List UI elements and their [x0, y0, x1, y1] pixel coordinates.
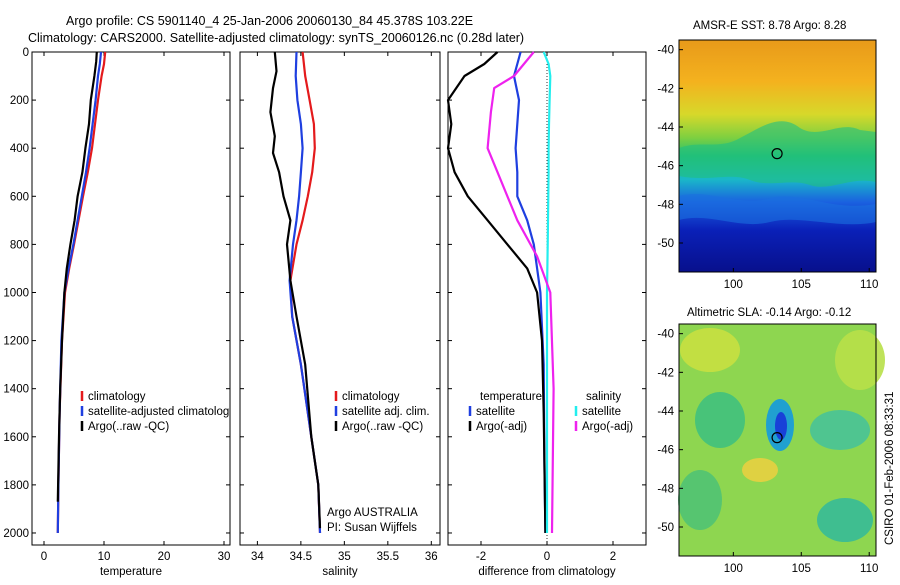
- sla-map-ticks: 100 105 110 -40 -42 -44 -46 -48 -50: [657, 329, 878, 575]
- plot-frame: [239, 51, 441, 546]
- y-tick-label: 2000: [3, 528, 29, 540]
- map-x-tick-label: 100: [724, 563, 743, 575]
- x-tick-label: 35.5: [377, 551, 399, 563]
- series-line: [56, 51, 98, 502]
- legend-label: satellite: [476, 406, 515, 418]
- map-y-tick-label: -46: [657, 445, 674, 457]
- x-tick-label: 0: [544, 551, 550, 563]
- map-x-tick-label: 110: [860, 563, 878, 575]
- sla-blob: [678, 470, 722, 530]
- map-y-tick-label: -48: [657, 199, 674, 211]
- sla-map-panel: Altimetric SLA: -0.14 Argo: -0.12 100 105…: [657, 307, 885, 575]
- series-line: [486, 51, 555, 534]
- series-line: [542, 51, 552, 533]
- legend-label: Argo(-adj): [582, 421, 633, 433]
- sla-blob: [695, 392, 745, 448]
- legend-label: Argo(..raw -QC): [88, 421, 169, 433]
- y-tick-label: 1000: [3, 287, 29, 299]
- map-x-tick-label: 105: [792, 563, 811, 575]
- legend-label: Argo(..raw -QC): [342, 421, 423, 433]
- x-tick-label: 34: [251, 551, 264, 563]
- argo-credit-line1: Argo AUSTRALIA: [327, 507, 418, 519]
- map-y-tick-label: -42: [657, 83, 674, 95]
- figure-title-line2: Climatology: CARS2000. Satellite-adjuste…: [28, 31, 524, 45]
- sla-map-title: Altimetric SLA: -0.14 Argo: -0.12: [687, 307, 851, 319]
- map-x-tick-label: 110: [860, 279, 878, 291]
- sla-blob: [835, 330, 885, 390]
- legend-label: satellite-adjusted climatolog: [88, 406, 229, 418]
- plot-frame: [31, 51, 231, 546]
- y-tick-label: 1400: [3, 384, 29, 396]
- sla-blob: [775, 412, 787, 440]
- map-y-tick-label: -46: [657, 161, 674, 173]
- y-tick-label: 600: [10, 191, 29, 203]
- sla-argo-marker: [771, 432, 783, 444]
- sla-blob: [742, 458, 778, 482]
- x-tick-label: 2: [610, 551, 616, 563]
- series-line: [446, 51, 547, 534]
- map-x-tick-label: 105: [792, 279, 811, 291]
- x-tick-label: 30: [218, 551, 231, 563]
- figure-title-line1: Argo profile: CS 5901140_4 25-Jan-2006 2…: [66, 14, 473, 28]
- legend-label: climatology: [88, 391, 146, 403]
- sst-map-title: AMSR-E SST: 8.78 Argo: 8.28: [693, 20, 846, 32]
- salinity-panel: 34 34.5 35 35.5 36 salinity climatology satelli…: [239, 51, 441, 578]
- legend-label: satellite adj. clim.: [342, 406, 430, 418]
- legend-label: temperature: [480, 391, 542, 403]
- sla-blob: [680, 328, 740, 372]
- sst-front-band: [679, 121, 876, 187]
- argo-credit: Argo AUSTRALIA PI: Susan Wijffels: [327, 507, 418, 534]
- x-tick-label: 10: [98, 551, 111, 563]
- y-tick-label: 800: [10, 239, 29, 251]
- y-tick-label: 1600: [3, 432, 29, 444]
- map-y-tick-label: -48: [657, 483, 674, 495]
- temperature-panel: 0 10 20 30 0 200 400 600 800 1000 1200 1400 1600 1800…: [3, 47, 231, 578]
- x-tick-label: 35: [338, 551, 351, 563]
- x-axis-label: difference from climatology: [478, 566, 615, 578]
- sst-map-panel: AMSR-E SST: 8.78 Argo: 8.28 100 105 110 -40…: [657, 20, 878, 291]
- map-y-tick-label: -42: [657, 367, 674, 379]
- y-tick-label: 0: [23, 47, 29, 59]
- x-axis-label: temperature: [100, 566, 162, 578]
- sla-blob: [810, 410, 870, 450]
- x-axis-label: salinity: [322, 566, 357, 578]
- sst-argo-marker: [771, 148, 783, 160]
- x-tick-label: 20: [158, 551, 171, 563]
- y-tick-label: 400: [10, 143, 29, 155]
- y-tick-label: 1800: [3, 480, 29, 492]
- map-y-tick-label: -50: [657, 522, 674, 534]
- x-tick-label: 36: [425, 551, 438, 563]
- map-y-tick-label: -44: [657, 406, 674, 418]
- map-y-tick-label: -50: [657, 238, 674, 250]
- difference-panel: -2 0 2 difference from climatology temperatu…: [446, 51, 647, 578]
- sst-cold-band: [679, 194, 876, 225]
- side-timestamp-label: CSIRO 01-Feb-2006 08:33:31: [884, 392, 896, 545]
- sla-map-frame: [678, 323, 877, 557]
- x-tick-label: -2: [476, 551, 486, 563]
- map-y-tick-label: -40: [657, 329, 674, 341]
- argo-credit-line2: PI: Susan Wijffels: [327, 522, 417, 534]
- legend-label: climatology: [342, 391, 400, 403]
- x-tick-label: 34.5: [290, 551, 312, 563]
- y-tick-label: 200: [10, 95, 29, 107]
- map-y-tick-label: -44: [657, 122, 674, 134]
- map-y-tick-label: -40: [657, 45, 674, 57]
- legend-label: salinity: [586, 391, 621, 403]
- x-tick-label: 0: [41, 551, 47, 563]
- map-x-tick-label: 100: [724, 279, 743, 291]
- sst-map-frame: [678, 39, 877, 273]
- series-line: [288, 51, 322, 534]
- y-tick-label: 1200: [3, 336, 29, 348]
- sla-blob: [817, 498, 873, 542]
- sst-map-ticks: 100 105 110 -40 -42 -44 -46 -48 -50: [657, 45, 878, 291]
- legend-label: satellite: [582, 406, 621, 418]
- series-line: [269, 51, 322, 529]
- legend-label: Argo(-adj): [476, 421, 527, 433]
